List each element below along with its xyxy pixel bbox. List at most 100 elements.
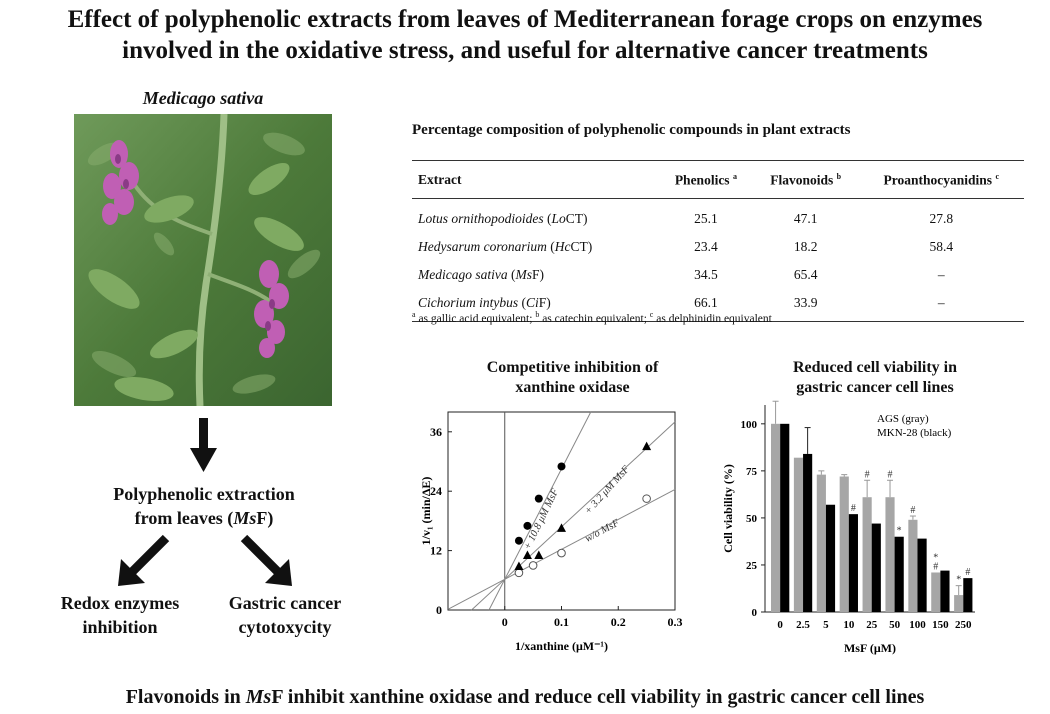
data-point-filled-circle: [523, 521, 532, 530]
gastric-line-2: cytotoxycity: [238, 617, 332, 637]
extraction-step: Polyphenolic extraction from leaves (MsF…: [75, 482, 333, 530]
y-tick-label: 100: [741, 419, 758, 431]
y-tick-label: 12: [430, 544, 442, 558]
x-tick-label: 0: [777, 619, 783, 631]
x-axis-label: MsF (μM): [844, 641, 896, 655]
table-title: Percentage composition of polyphenolic c…: [412, 122, 851, 138]
inhibition-title-line-1: Competitive inhibition of: [486, 359, 659, 376]
table-footnote: a as gallic acid equivalent; b as catech…: [412, 310, 772, 325]
y-tick-label: 36: [430, 425, 442, 439]
x-tick-label: 0.3: [668, 615, 683, 629]
viability-title-line-2: gastric cancer cell lines: [796, 379, 954, 396]
legend-entry: MKN-28 (black): [877, 427, 952, 439]
series-label: w/o MsF: [583, 517, 621, 544]
phenolics-value: 34.5: [694, 266, 718, 282]
extract-name: Lotus ornithopodioides (LoCT): [418, 210, 588, 226]
bar: [803, 453, 813, 612]
extract-name: Hedysarum coronarium (HcCT): [418, 238, 593, 254]
header-flavonoids: Flavonoids b: [752, 160, 859, 199]
proanthocyanidins-value: –: [937, 266, 945, 282]
bar: [780, 423, 790, 612]
table-row: Medicago sativa (MsF) 34.5 65.4 –: [412, 261, 1024, 289]
x-tick-label: 0.1: [554, 615, 569, 629]
data-point-triangle: [522, 550, 532, 560]
data-point-filled-circle: [534, 494, 543, 503]
phenolics-value: 25.1: [694, 210, 718, 226]
lineweaver-burk-chart: 0 0.1 0.2 0.3 0 12 24 36 1/xanthine (μM⁻¹) 1/v₁ (…: [419, 411, 683, 653]
bar: [963, 578, 973, 612]
significance-mark: #: [851, 503, 856, 514]
arrow-down-right-icon: [240, 534, 292, 586]
proanthocyanidins-value: 27.8: [929, 210, 954, 226]
table-row: Cichorium intybus (CiF) 66.1 33.9 –: [412, 288, 1024, 322]
bar: [940, 570, 950, 612]
title-line-1: Effect of polyphenolic extracts from lea…: [67, 6, 983, 33]
flavonoids-value: 47.1: [793, 210, 818, 226]
significance-mark: *: [897, 526, 902, 537]
x-tick-label: 25: [866, 619, 878, 631]
y-tick-label: 50: [746, 513, 758, 525]
bar: [839, 476, 849, 612]
x-tick-label: 0: [502, 615, 508, 629]
phenolics-value: 66.1: [658, 288, 753, 322]
header-extract: Extract: [412, 160, 659, 199]
inhibition-title-line-2: xanthine oxidase: [515, 379, 630, 396]
down-arrow-icon: [190, 418, 217, 472]
x-axis-label: 1/xanthine (μM⁻¹): [515, 639, 608, 653]
viability-title-line-1: Reduced cell viability in: [793, 359, 957, 376]
y-axis-label: 1/v₁ (min/ΔE): [419, 477, 433, 546]
bar: [931, 572, 941, 612]
significance-mark: *: [933, 552, 938, 563]
bar: [771, 423, 781, 612]
x-tick-label: 0.2: [611, 615, 626, 629]
viability-chart-title: Reduced cell viability in gastric cancer…: [745, 358, 1005, 398]
flavonoids-value: 33.9: [752, 288, 859, 322]
plant-caption: Medicago sativa: [142, 88, 264, 108]
data-point-triangle: [514, 561, 524, 570]
extract-name: Medicago sativa (MsF): [418, 266, 544, 282]
bar: [917, 538, 927, 612]
data-point-open-circle: [514, 568, 524, 578]
y-tick-label: 0: [752, 607, 758, 619]
inhibition-chart-title: Competitive inhibition of xanthine oxida…: [440, 358, 705, 398]
proanthocyanidins-value: 58.4: [929, 238, 954, 254]
significance-mark: #: [888, 469, 893, 480]
cell-viability-chart: 0 25 50 75 100 Cell viability (%) 0 2.5 5 10 25 50 1…: [721, 400, 975, 655]
bar: [816, 474, 826, 612]
redox-line-2: inhibition: [82, 617, 158, 637]
data-point-open-circle: [642, 494, 651, 503]
x-tick-label: 2.5: [796, 619, 810, 631]
y-tick-label: 75: [746, 466, 758, 478]
x-tick-label: 50: [889, 619, 901, 631]
bar: [885, 497, 895, 612]
series-label: + 3.2 μM MsF: [583, 464, 633, 517]
arrow-down-left-icon: [118, 534, 170, 586]
header-proanthocyanidins: Proanthocyanidins c: [858, 160, 1024, 199]
extraction-line-1: Polyphenolic extraction: [113, 484, 295, 504]
bar: [954, 595, 964, 612]
table-row: Lotus ornithopodioides (LoCT) 25.1 47.1 …: [412, 198, 1024, 233]
significance-mark: #: [865, 469, 870, 480]
significance-mark: #: [910, 505, 915, 516]
redox-line-1: Redox enzymes: [60, 593, 180, 613]
x-tick-label: 150: [932, 619, 949, 631]
data-point-open-circle: [528, 561, 538, 570]
x-tick-label: 100: [909, 619, 926, 631]
conclusion-text: Flavonoids in MsF inhibit xanthine oxida…: [125, 686, 925, 708]
bar: [908, 519, 918, 612]
significance-mark: #: [933, 561, 938, 572]
x-tick-label: 250: [955, 619, 972, 631]
composition-table: Extract Phenolics a Flavonoids b Proanth…: [412, 160, 1024, 322]
bar: [825, 504, 836, 612]
significance-mark: #: [965, 567, 970, 578]
header-phenolics: Phenolics a: [658, 160, 753, 199]
phenolics-value: 23.4: [694, 238, 718, 254]
bar: [793, 457, 804, 612]
data-point-filled-circle: [514, 536, 523, 545]
redox-enzymes-step: Redox enzymes inhibition: [30, 591, 210, 639]
y-tick-label: 25: [746, 560, 758, 572]
y-tick-label: 0: [436, 603, 442, 617]
data-point-triangle: [642, 441, 652, 451]
bar: [862, 497, 872, 612]
